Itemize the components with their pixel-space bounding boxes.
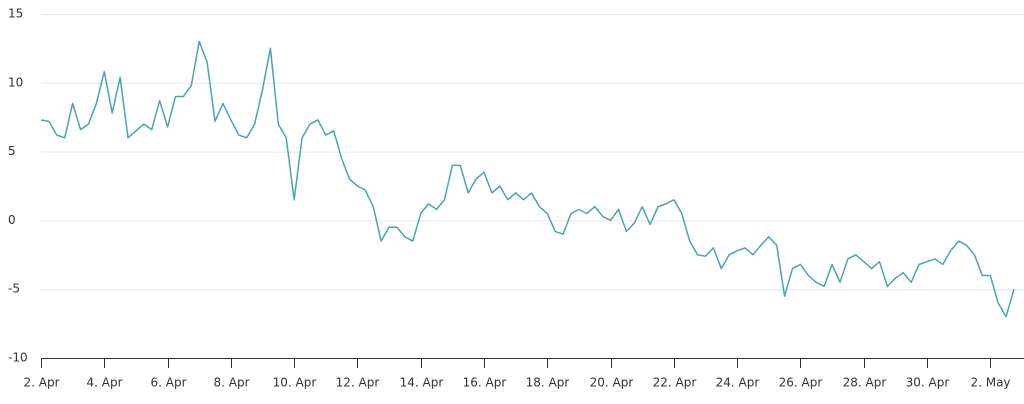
y-tick-label: -10 <box>8 351 28 365</box>
x-tick-label: 10. Apr <box>273 376 317 390</box>
y-tick-label: 10 <box>8 75 23 89</box>
y-tick-label: 0 <box>8 213 16 227</box>
x-tick-label: 22. Apr <box>653 376 697 390</box>
x-tick-label: 4. Apr <box>86 376 122 390</box>
y-tick-label: -5 <box>8 282 20 296</box>
x-tick-label: 24. Apr <box>716 376 760 390</box>
x-tick-label: 12. Apr <box>336 376 380 390</box>
x-tick-label: 6. Apr <box>150 376 186 390</box>
y-tick-label: 15 <box>8 7 23 21</box>
x-tick-label: 26. Apr <box>779 376 823 390</box>
data-line <box>40 40 1015 318</box>
x-tick-label: 18. Apr <box>526 376 570 390</box>
x-tick-label: 2. Apr <box>23 376 59 390</box>
x-tick-label: 16. Apr <box>463 376 507 390</box>
x-tick-label: 14. Apr <box>400 376 444 390</box>
x-tick-label: 30. Apr <box>906 376 950 390</box>
x-tick-label: 2. May <box>970 376 1010 390</box>
x-tick-label: 8. Apr <box>213 376 249 390</box>
x-tick-label: 28. Apr <box>843 376 887 390</box>
x-tick-label: 20. Apr <box>590 376 634 390</box>
y-tick-label: 5 <box>8 144 16 158</box>
